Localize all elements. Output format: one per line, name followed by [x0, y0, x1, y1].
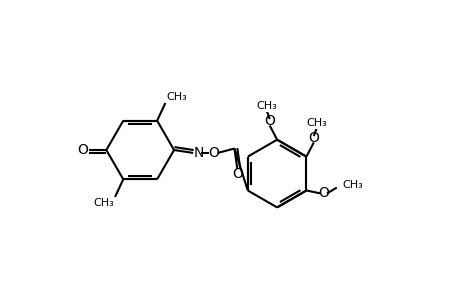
Text: CH₃: CH₃ — [166, 92, 186, 101]
Text: O: O — [308, 131, 319, 146]
Text: CH₃: CH₃ — [94, 199, 114, 208]
Text: CH₃: CH₃ — [342, 180, 363, 190]
Text: N: N — [193, 146, 203, 160]
Text: CH₃: CH₃ — [306, 118, 326, 128]
Text: CH₃: CH₃ — [256, 101, 277, 111]
Text: O: O — [77, 143, 88, 157]
Text: O: O — [208, 146, 219, 160]
Text: O: O — [318, 186, 329, 200]
Text: O: O — [231, 167, 242, 182]
Text: O: O — [264, 114, 274, 128]
